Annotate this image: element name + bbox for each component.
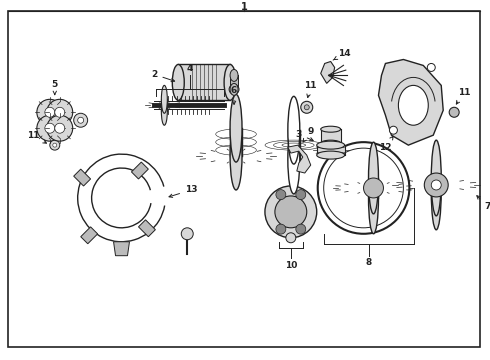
Circle shape xyxy=(427,63,435,71)
Text: 14: 14 xyxy=(333,49,351,60)
Text: 9: 9 xyxy=(303,127,314,142)
Polygon shape xyxy=(288,145,311,173)
Text: 4: 4 xyxy=(187,64,194,73)
Circle shape xyxy=(296,224,306,234)
Ellipse shape xyxy=(368,142,378,214)
Circle shape xyxy=(265,186,317,238)
Ellipse shape xyxy=(398,85,428,125)
Ellipse shape xyxy=(230,69,238,81)
Circle shape xyxy=(78,117,84,123)
Circle shape xyxy=(364,178,384,198)
Bar xyxy=(368,178,378,198)
Polygon shape xyxy=(378,59,443,145)
Text: 6: 6 xyxy=(231,86,237,104)
Ellipse shape xyxy=(317,141,344,149)
Text: 11: 11 xyxy=(304,81,317,98)
Bar xyxy=(321,129,341,143)
Ellipse shape xyxy=(321,126,341,132)
Bar xyxy=(288,130,300,160)
Ellipse shape xyxy=(230,84,238,95)
Circle shape xyxy=(47,115,73,141)
Circle shape xyxy=(50,140,60,150)
Ellipse shape xyxy=(224,64,236,100)
Ellipse shape xyxy=(321,140,341,146)
Circle shape xyxy=(296,190,306,199)
Bar xyxy=(178,64,230,100)
Circle shape xyxy=(286,233,296,243)
Ellipse shape xyxy=(172,64,184,100)
Bar xyxy=(139,220,155,237)
Text: 5: 5 xyxy=(51,80,58,95)
Polygon shape xyxy=(114,242,129,256)
Ellipse shape xyxy=(368,162,378,234)
Circle shape xyxy=(45,123,55,133)
Circle shape xyxy=(424,173,448,197)
Ellipse shape xyxy=(288,96,300,164)
Text: 8: 8 xyxy=(366,258,372,267)
Text: 7: 7 xyxy=(477,196,490,211)
Ellipse shape xyxy=(230,94,242,162)
Text: 11: 11 xyxy=(456,88,470,104)
Circle shape xyxy=(449,107,459,117)
Text: 11: 11 xyxy=(26,131,47,143)
Circle shape xyxy=(55,107,65,117)
Ellipse shape xyxy=(431,154,441,230)
Bar xyxy=(431,178,441,192)
Bar xyxy=(74,169,91,186)
Text: 3: 3 xyxy=(295,130,313,141)
Circle shape xyxy=(55,123,65,133)
Circle shape xyxy=(390,126,397,134)
Text: 1: 1 xyxy=(241,2,247,12)
Text: 13: 13 xyxy=(169,185,197,197)
Text: 10: 10 xyxy=(285,261,297,270)
Bar xyxy=(81,227,98,244)
Circle shape xyxy=(301,101,313,113)
Circle shape xyxy=(181,228,193,240)
Ellipse shape xyxy=(431,140,441,216)
Ellipse shape xyxy=(161,97,167,125)
Circle shape xyxy=(229,84,239,94)
Polygon shape xyxy=(321,62,335,84)
Ellipse shape xyxy=(288,126,300,194)
Circle shape xyxy=(431,180,441,190)
Circle shape xyxy=(275,196,307,228)
Ellipse shape xyxy=(230,122,242,190)
Text: 12: 12 xyxy=(379,136,393,152)
Bar xyxy=(230,76,238,89)
Bar xyxy=(161,99,167,111)
Circle shape xyxy=(324,148,403,228)
Circle shape xyxy=(74,113,88,127)
Bar xyxy=(317,145,344,155)
Circle shape xyxy=(45,107,55,117)
Circle shape xyxy=(304,105,309,110)
Circle shape xyxy=(37,99,63,125)
Circle shape xyxy=(47,99,73,125)
Ellipse shape xyxy=(317,151,344,159)
Bar xyxy=(230,128,242,156)
Ellipse shape xyxy=(161,85,167,113)
Text: 2: 2 xyxy=(151,70,174,82)
Circle shape xyxy=(276,224,286,234)
Circle shape xyxy=(276,190,286,199)
Bar xyxy=(131,162,148,179)
Circle shape xyxy=(37,115,63,141)
Circle shape xyxy=(318,142,409,234)
Circle shape xyxy=(53,143,57,147)
